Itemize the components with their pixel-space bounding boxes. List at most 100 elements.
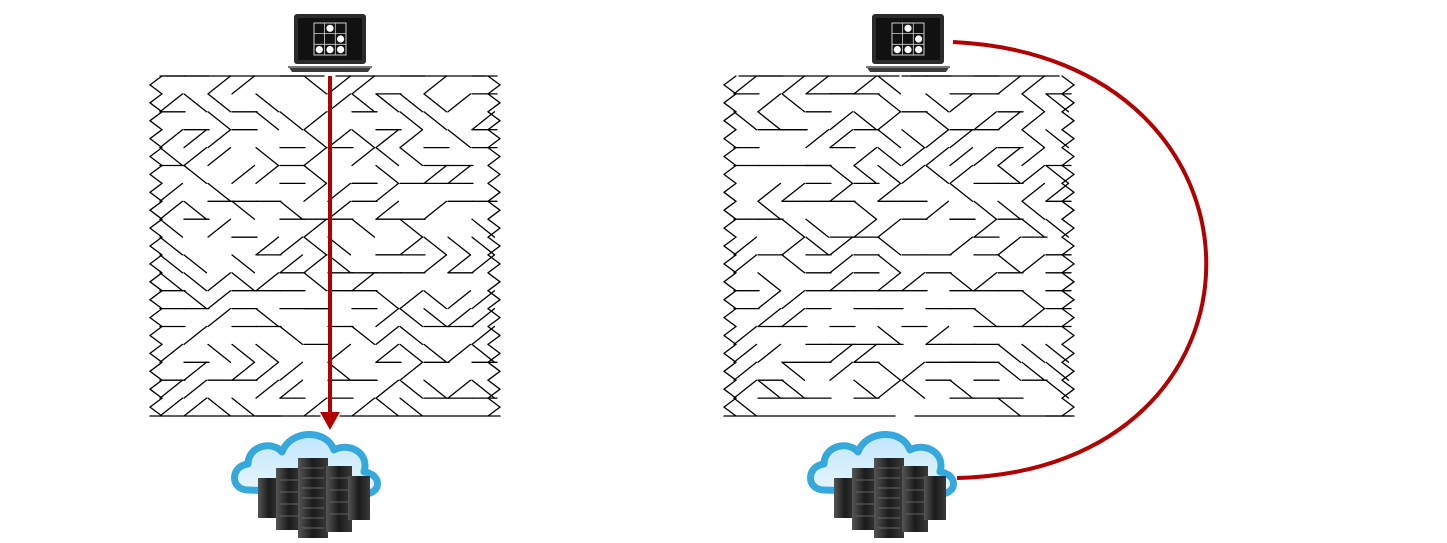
maze-wall xyxy=(255,164,280,185)
maze-wall xyxy=(973,218,998,238)
maze-wall xyxy=(781,75,806,95)
maze-wall xyxy=(487,299,501,310)
maze-wall xyxy=(901,272,926,292)
maze-wall xyxy=(487,155,501,167)
maze-wall xyxy=(781,290,806,310)
maze-wall xyxy=(1061,164,1075,176)
maze-wall xyxy=(149,316,163,328)
maze-wall xyxy=(877,111,902,131)
maze-wall xyxy=(997,75,1022,95)
maze-wall xyxy=(351,93,376,113)
maze-wall xyxy=(853,146,878,167)
right-cloud-datacenter-icon xyxy=(807,431,957,538)
maze-wall xyxy=(231,75,256,95)
maze-wall xyxy=(829,361,854,381)
left-panel xyxy=(149,14,501,538)
maze-wall xyxy=(149,209,163,220)
maze-wall xyxy=(149,227,163,238)
maze-wall xyxy=(853,164,878,185)
maze-wall xyxy=(877,218,902,238)
maze-wall xyxy=(829,343,854,363)
maze-wall xyxy=(781,361,806,381)
maze-wall xyxy=(1061,361,1075,372)
maze-wall xyxy=(901,129,926,149)
maze-wall xyxy=(183,325,208,346)
maze-wall xyxy=(1045,93,1070,113)
maze-wall xyxy=(733,397,758,417)
maze-wall xyxy=(183,379,208,399)
maze-wall xyxy=(303,254,328,274)
maze-wall xyxy=(1061,370,1075,381)
maze-wall xyxy=(723,316,737,328)
maze-wall xyxy=(399,218,424,238)
maze-wall xyxy=(1021,111,1046,131)
maze-wall xyxy=(487,164,501,176)
maze-wall xyxy=(149,191,163,202)
maze-wall xyxy=(207,290,232,310)
maze-wall xyxy=(279,200,304,220)
maze-wall xyxy=(901,164,926,185)
maze-wall xyxy=(351,218,376,238)
maze-wall xyxy=(733,75,758,95)
maze-wall xyxy=(723,343,737,355)
maze-wall xyxy=(399,343,424,363)
maze-wall xyxy=(487,84,501,95)
maze-wall xyxy=(447,236,472,256)
maze-wall xyxy=(159,272,184,292)
maze-wall xyxy=(231,343,256,363)
maze-wall xyxy=(375,200,400,220)
maze-wall xyxy=(375,379,400,399)
maze-wall xyxy=(149,137,163,149)
maze-wall xyxy=(487,334,501,346)
maze-wall xyxy=(423,379,448,399)
maze-wall xyxy=(351,397,376,417)
maze-wall xyxy=(159,343,184,363)
maze-wall xyxy=(183,129,208,149)
maze-wall xyxy=(853,75,878,95)
maze-wall xyxy=(399,325,424,346)
maze-wall xyxy=(351,129,376,149)
maze-wall xyxy=(255,272,280,292)
maze-wall xyxy=(423,111,448,131)
maze-wall xyxy=(487,281,501,292)
maze-wall xyxy=(303,111,328,131)
maze-wall xyxy=(829,182,854,202)
maze-wall xyxy=(1061,93,1075,104)
maze-wall xyxy=(487,218,501,229)
maze-wall xyxy=(829,111,854,131)
maze-wall xyxy=(399,236,424,256)
maze-wall xyxy=(829,254,854,274)
maze-wall xyxy=(1061,299,1075,310)
maze-wall xyxy=(829,164,854,185)
maze-wall xyxy=(723,254,737,265)
maze-wall xyxy=(1061,120,1075,131)
maze-wall xyxy=(487,397,501,408)
maze-wall xyxy=(149,200,163,211)
maze-wall xyxy=(487,263,501,274)
glider-logo-icon xyxy=(891,22,925,56)
maze-wall xyxy=(487,146,501,158)
maze-wall xyxy=(723,120,737,131)
maze-wall xyxy=(1061,397,1075,408)
maze-wall xyxy=(487,245,501,256)
maze-wall xyxy=(149,173,163,185)
maze-wall xyxy=(925,93,950,113)
maze-wall xyxy=(1021,361,1046,381)
maze-wall xyxy=(877,325,902,346)
maze-wall xyxy=(149,263,163,274)
maze-wall xyxy=(487,102,501,113)
maze-wall xyxy=(1061,334,1075,346)
maze-wall xyxy=(805,236,830,256)
maze-wall xyxy=(1021,93,1046,113)
maze-wall xyxy=(207,146,232,167)
maze-wall xyxy=(853,379,878,399)
left-maze xyxy=(149,75,501,417)
maze-wall xyxy=(1021,290,1046,310)
maze-wall xyxy=(757,290,782,310)
maze-wall xyxy=(757,200,782,220)
maze-wall xyxy=(829,129,854,149)
maze-wall xyxy=(149,299,163,310)
arrow-head-icon xyxy=(320,412,340,430)
maze-wall xyxy=(1061,307,1075,319)
maze-wall xyxy=(1045,164,1070,185)
